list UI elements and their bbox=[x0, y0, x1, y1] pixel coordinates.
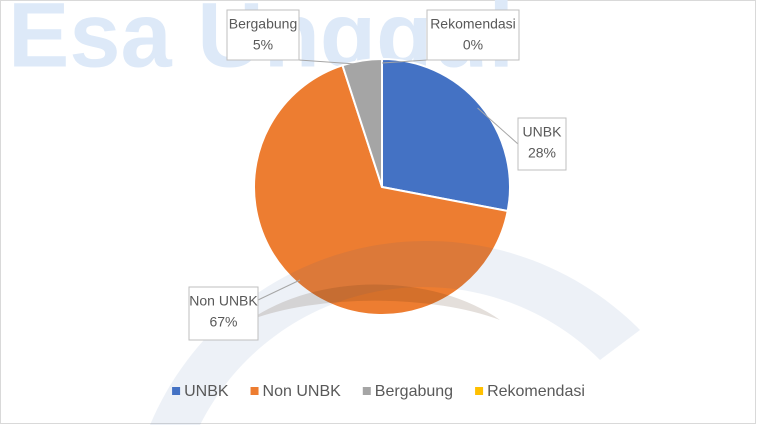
label-name: Rekomendasi bbox=[430, 16, 516, 32]
pie bbox=[253, 57, 511, 316]
label-value: 28% bbox=[528, 145, 556, 161]
label-box bbox=[426, 9, 520, 61]
legend-marker bbox=[250, 387, 259, 395]
labels: UNBK 28% Non UNBK 67% Bergabung 5% Rekomendasi… bbox=[188, 9, 567, 341]
legend-label: Non UNBK bbox=[263, 383, 342, 400]
watermark-shade bbox=[250, 284, 500, 320]
label-box bbox=[517, 117, 567, 171]
label-box bbox=[226, 9, 300, 61]
label-value: 0% bbox=[463, 37, 483, 53]
legend-marker bbox=[475, 387, 484, 395]
label-name: Non UNBK bbox=[189, 293, 258, 309]
legend-label: UNBK bbox=[184, 383, 229, 400]
watermark-arc bbox=[150, 240, 640, 425]
label-value: 5% bbox=[253, 37, 273, 53]
label-name: UNBK bbox=[523, 124, 563, 140]
legend: UNBK Non UNBK Bergabung Rekomendasi bbox=[172, 383, 585, 400]
leader-line bbox=[298, 59, 363, 66]
legend-label: Bergabung bbox=[375, 383, 453, 400]
leader-line bbox=[477, 107, 519, 145]
leader-line bbox=[381, 59, 428, 64]
leader-line bbox=[257, 279, 301, 301]
pie-slice bbox=[253, 64, 509, 316]
legend-marker bbox=[172, 387, 181, 395]
legend-marker bbox=[362, 387, 371, 395]
legend-label: Rekomendasi bbox=[487, 383, 585, 400]
label-name: Bergabung bbox=[229, 16, 298, 32]
label-box bbox=[188, 286, 259, 341]
label-value: 67% bbox=[209, 314, 237, 330]
